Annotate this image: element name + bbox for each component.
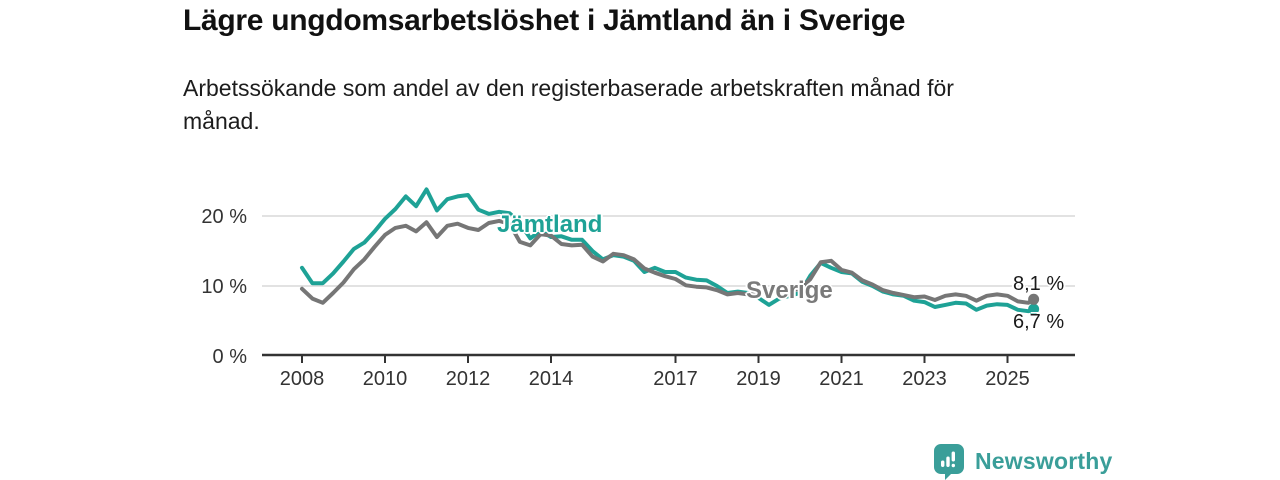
end-value-label-sverige: 8,1 % bbox=[1013, 273, 1065, 295]
series-line-jmtland bbox=[300, 187, 1036, 314]
series-end-dot-jmtland bbox=[1028, 303, 1040, 315]
series-label-jamtland: Jämtland bbox=[497, 211, 603, 238]
series-line-sverige bbox=[300, 218, 1036, 305]
newsworthy-logo: Newsworthy bbox=[934, 444, 1112, 480]
x-tick-label: 2021 bbox=[819, 368, 864, 390]
x-tick-label: 2017 bbox=[653, 368, 698, 390]
chart-title: Lägre ungdomsarbetslöshet i Jämtland än … bbox=[183, 4, 906, 37]
x-tick-label: 2023 bbox=[902, 368, 947, 390]
x-tick-label: 2008 bbox=[280, 368, 325, 390]
chart-subtitle-line-2: månad. bbox=[183, 108, 260, 134]
series-label-sverige: Sverige bbox=[746, 277, 833, 304]
chart-subtitle-line-1: Arbetssökande som andel av den registerb… bbox=[183, 75, 954, 101]
x-tick-label: 2010 bbox=[363, 368, 408, 390]
y-tick-label: 0 % bbox=[213, 346, 248, 368]
x-tick-label: 2012 bbox=[446, 368, 491, 390]
chart-subtitle: Arbetssökande som andel av den registerb… bbox=[183, 72, 1063, 138]
series-end-dot-sverige bbox=[1028, 293, 1040, 305]
x-tick-label: 2019 bbox=[736, 368, 781, 390]
x-tick-label: 2014 bbox=[529, 368, 574, 390]
x-tick-label: 2025 bbox=[985, 368, 1030, 390]
y-tick-label: 20 % bbox=[201, 206, 247, 228]
end-value-label-jamtland: 6,7 % bbox=[1013, 311, 1065, 333]
y-tick-label: 10 % bbox=[201, 276, 247, 298]
bar-chart-speech-bubble-icon bbox=[934, 444, 964, 480]
newsworthy-logo-text: Newsworthy bbox=[975, 448, 1113, 474]
